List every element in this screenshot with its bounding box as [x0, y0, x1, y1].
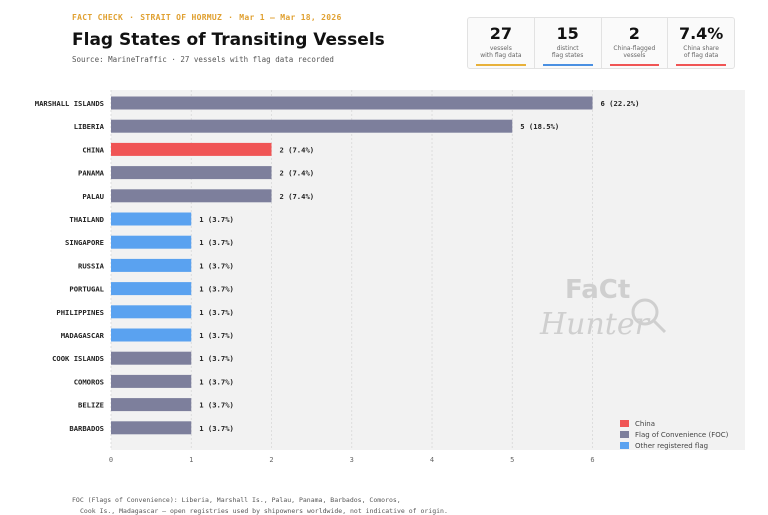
kicker: FACT CHECK · STRAIT OF HORMUZ · Mar 1 – Mar … [72, 13, 342, 22]
bar [111, 328, 192, 342]
y-category-label: MADAGASCAR [61, 331, 105, 340]
legend-item-china: China [620, 418, 728, 429]
x-tick-label: 0 [109, 456, 113, 464]
y-category-label: MARSHALL ISLANDS [35, 99, 104, 108]
bar [111, 421, 192, 435]
stat-china-vessels: 2 China-flagged vessels [602, 18, 669, 68]
stat-label: China share of flag data [683, 45, 719, 59]
kicker-topic: STRAIT OF HORMUZ [140, 13, 223, 22]
data-label: 2 (7.4%) [280, 145, 315, 154]
data-label: 1 (3.7%) [199, 238, 234, 247]
y-category-label: PALAU [82, 192, 104, 201]
y-category-label: PHILIPPINES [56, 308, 104, 317]
legend-swatch [620, 442, 629, 449]
bar [111, 374, 192, 388]
y-category-label: BARBADOS [69, 424, 104, 433]
x-tick-label: 4 [430, 456, 434, 464]
stat-underline [476, 64, 526, 66]
stat-china-share: 7.4% China share of flag data [668, 18, 734, 68]
bar [111, 96, 593, 110]
legend-label: China [635, 419, 655, 428]
data-label: 5 (18.5%) [520, 122, 559, 131]
legend-item-other: Other registered flag [620, 440, 728, 451]
legend-item-foc: Flag of Convenience (FOC) [620, 429, 728, 440]
stat-value: 2 [628, 24, 640, 43]
bar [111, 282, 192, 296]
data-label: 2 (7.4%) [280, 192, 315, 201]
data-label: 1 (3.7%) [199, 308, 234, 317]
data-label: 1 (3.7%) [199, 424, 234, 433]
bar [111, 119, 513, 133]
legend-swatch [620, 431, 629, 438]
stat-label: China-flagged vessels [613, 45, 656, 59]
watermark-line1: FaCt [565, 275, 630, 305]
fact-hunter-watermark-logo: FaCt Hunter [539, 275, 667, 342]
chart-title: Flag States of Transiting Vessels [72, 30, 385, 50]
data-label: 6 (22.2%) [601, 99, 640, 108]
bar [111, 142, 272, 156]
stat-underline [609, 64, 660, 66]
footnote: FOC (Flags of Convenience): Liberia, Mar… [72, 496, 401, 504]
chart-subtitle: Source: MarineTraffic · 27 vessels with … [72, 55, 334, 64]
y-category-label: THAILAND [69, 215, 104, 224]
data-label: 1 (3.7%) [199, 261, 234, 270]
x-tick-label: 6 [590, 456, 594, 464]
stats-panel: 27 vessels with flag data 15 distinct fl… [467, 17, 735, 69]
y-category-label: LIBERIA [74, 122, 105, 131]
stat-vessels: 27 vessels with flag data [468, 18, 535, 68]
x-tick-label: 3 [350, 456, 354, 464]
stat-underline [676, 64, 726, 66]
stat-underline [542, 64, 593, 66]
data-label: 1 (3.7%) [199, 331, 234, 340]
bar [111, 189, 272, 203]
y-category-label: BELIZE [78, 401, 104, 410]
data-label: 1 (3.7%) [199, 285, 234, 294]
x-tick-label: 1 [189, 456, 193, 464]
kicker-separator: · [228, 13, 234, 22]
data-label: 1 (3.7%) [199, 215, 234, 224]
footnote-continued: Cook Is., Madagascar — open registries u… [80, 507, 448, 515]
stat-value: 27 [489, 24, 512, 43]
bar-chart: 0 1 2 3 4 5 6 MARSHALL ISLANDS 6 (22.2%) LIBERIA 5… [35, 90, 745, 464]
data-label: 1 (3.7%) [199, 354, 234, 363]
y-category-label: RUSSIA [78, 261, 105, 270]
chart-legend: China Flag of Convenience (FOC) Other re… [620, 418, 728, 451]
kicker-separator: · [129, 13, 135, 22]
legend-swatch [620, 420, 629, 427]
data-label: 1 (3.7%) [199, 401, 234, 410]
y-category-label: CHINA [82, 145, 104, 154]
stat-value: 15 [556, 24, 579, 43]
y-category-label: PANAMA [78, 169, 105, 178]
kicker-label: FACT CHECK [72, 13, 124, 22]
magnifier-handle [652, 319, 667, 334]
kicker-dates: Mar 1 – Mar 18, 2026 [239, 13, 342, 22]
x-tick-label: 2 [269, 456, 273, 464]
x-tick-label: 5 [510, 456, 514, 464]
stat-value: 7.4% [678, 24, 724, 43]
y-category-label: PORTUGAL [69, 285, 104, 294]
legend-label: Flag of Convenience (FOC) [635, 430, 729, 439]
y-category-label: COMOROS [74, 377, 104, 386]
bar [111, 166, 272, 180]
stat-label: distinct flag states [551, 45, 584, 59]
bar [111, 235, 192, 249]
magnifier-icon [631, 298, 659, 326]
bar [111, 212, 192, 226]
bar [111, 351, 192, 365]
data-label: 2 (7.4%) [280, 169, 315, 178]
bar [111, 398, 192, 412]
bar [111, 258, 192, 272]
stat-flag-states: 15 distinct flag states [535, 18, 602, 68]
stat-label: vessels with flag data [480, 45, 522, 59]
bar [111, 305, 192, 319]
y-category-label: COOK ISLANDS [52, 354, 104, 363]
legend-label: Other registered flag [635, 441, 709, 450]
data-label: 1 (3.7%) [199, 377, 234, 386]
y-category-label: SINGAPORE [65, 238, 104, 247]
